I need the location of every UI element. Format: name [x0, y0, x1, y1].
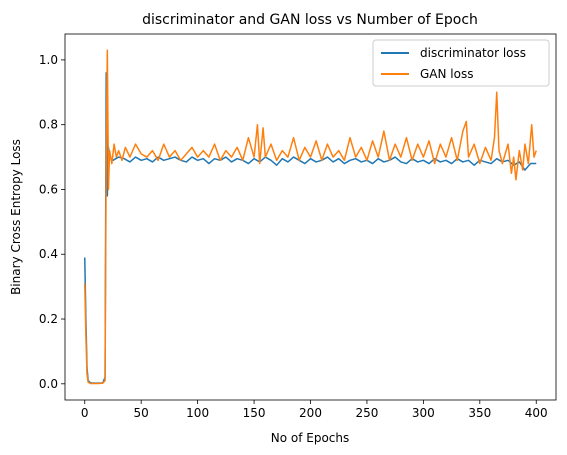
y-tick-label-2: 0.4 — [39, 247, 58, 261]
x-tick-label-8: 400 — [525, 406, 548, 420]
x-tick-label-1: 50 — [134, 406, 149, 420]
x-axis-label: No of Epochs — [271, 431, 350, 445]
x-tick-label-6: 300 — [412, 406, 435, 420]
chart-title: discriminator and GAN loss vs Number of … — [142, 12, 478, 28]
legend-label-gan: GAN loss — [420, 67, 473, 81]
plot-area — [84, 49, 537, 385]
y-tick-label-3: 0.6 — [39, 182, 58, 196]
legend: discriminator loss GAN loss — [372, 39, 550, 87]
y-tick-label-4: 0.8 — [39, 118, 58, 132]
y-tick-label-1: 0.2 — [39, 312, 58, 326]
plot-frame — [64, 33, 557, 401]
legend-label-discriminator: discriminator loss — [420, 46, 526, 60]
legend-frame — [372, 39, 550, 87]
x-tick-label-4: 200 — [299, 406, 322, 420]
x-tick-label-0: 0 — [81, 406, 89, 420]
y-tick-label-0: 0.0 — [39, 377, 58, 391]
x-tick-label-3: 150 — [243, 406, 266, 420]
series-line-0 — [84, 72, 537, 384]
y-tick-label-5: 1.0 — [39, 53, 58, 67]
x-axis: 0 50 100 150 200 250 300 350 400 — [81, 400, 548, 420]
series-line-1 — [84, 49, 537, 385]
x-tick-label-2: 100 — [186, 406, 209, 420]
y-axis: 0.0 0.2 0.4 0.6 0.8 1.0 — [39, 53, 65, 391]
x-tick-label-5: 250 — [355, 406, 378, 420]
x-tick-label-7: 350 — [468, 406, 491, 420]
y-axis-label: Binary Cross Entropy Loss — [9, 139, 23, 295]
